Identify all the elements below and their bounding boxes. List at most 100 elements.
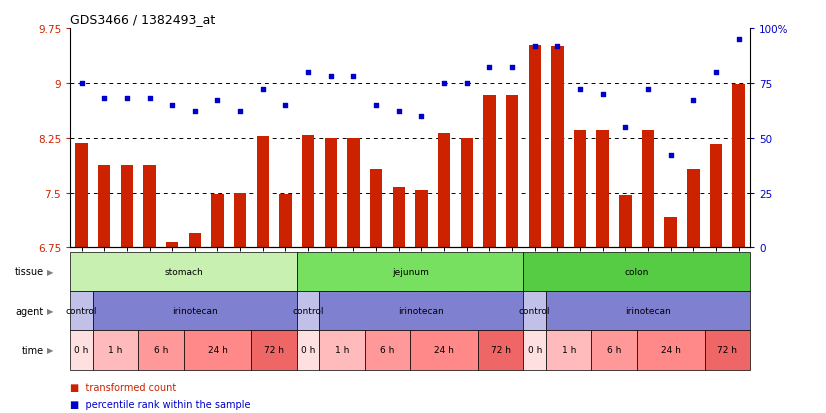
Point bbox=[324, 74, 337, 81]
Bar bbox=[211, 195, 224, 248]
Point bbox=[188, 109, 202, 115]
Bar bbox=[664, 218, 677, 248]
Text: 6 h: 6 h bbox=[607, 346, 621, 354]
Text: ■  percentile rank within the sample: ■ percentile rank within the sample bbox=[70, 399, 251, 409]
Point bbox=[619, 124, 632, 131]
Bar bbox=[325, 138, 337, 248]
Text: ▶: ▶ bbox=[47, 306, 54, 315]
Text: 72 h: 72 h bbox=[264, 346, 284, 354]
Text: ■  transformed count: ■ transformed count bbox=[70, 382, 177, 392]
Point bbox=[573, 87, 586, 93]
Bar bbox=[347, 138, 359, 248]
Text: colon: colon bbox=[624, 267, 649, 276]
Bar bbox=[297, 252, 524, 291]
Bar bbox=[121, 165, 133, 248]
Bar bbox=[234, 193, 246, 248]
Text: irinotecan: irinotecan bbox=[625, 306, 671, 315]
Point bbox=[551, 43, 564, 50]
Bar bbox=[143, 166, 156, 248]
Point bbox=[483, 65, 496, 71]
Point bbox=[732, 37, 745, 43]
Point bbox=[143, 96, 156, 102]
Text: ▶: ▶ bbox=[47, 346, 54, 354]
Point bbox=[301, 69, 315, 76]
Point bbox=[415, 113, 428, 120]
Bar bbox=[461, 138, 473, 248]
Text: 72 h: 72 h bbox=[717, 346, 738, 354]
Point bbox=[686, 98, 700, 104]
Bar bbox=[188, 233, 201, 248]
Bar bbox=[70, 291, 93, 330]
Point bbox=[279, 102, 292, 109]
Text: irinotecan: irinotecan bbox=[172, 306, 218, 315]
Bar bbox=[591, 330, 637, 370]
Point bbox=[528, 43, 541, 50]
Text: 24 h: 24 h bbox=[434, 346, 454, 354]
Point bbox=[460, 81, 473, 87]
Point bbox=[642, 87, 655, 93]
Bar bbox=[279, 195, 292, 248]
Text: GDS3466 / 1382493_at: GDS3466 / 1382493_at bbox=[70, 13, 216, 26]
Point bbox=[664, 152, 677, 159]
Bar bbox=[596, 131, 609, 248]
Bar bbox=[733, 85, 745, 248]
Bar bbox=[478, 330, 524, 370]
Point bbox=[392, 109, 406, 115]
Text: stomach: stomach bbox=[164, 267, 203, 276]
Text: 24 h: 24 h bbox=[207, 346, 227, 354]
Bar bbox=[93, 330, 138, 370]
Text: control: control bbox=[292, 306, 324, 315]
Text: irinotecan: irinotecan bbox=[399, 306, 444, 315]
Bar bbox=[524, 252, 750, 291]
Point bbox=[256, 87, 269, 93]
Text: 0 h: 0 h bbox=[528, 346, 542, 354]
Text: time: time bbox=[21, 345, 44, 355]
Point bbox=[121, 96, 134, 102]
Text: 24 h: 24 h bbox=[661, 346, 681, 354]
Bar bbox=[524, 291, 546, 330]
Bar bbox=[257, 137, 269, 248]
Bar bbox=[365, 330, 410, 370]
Bar bbox=[705, 330, 750, 370]
Bar bbox=[297, 291, 320, 330]
Bar bbox=[392, 188, 405, 248]
Point bbox=[596, 91, 610, 98]
Bar bbox=[166, 242, 178, 248]
Text: control: control bbox=[519, 306, 550, 315]
Bar bbox=[70, 252, 297, 291]
Point bbox=[506, 65, 519, 71]
Text: 0 h: 0 h bbox=[301, 346, 316, 354]
Point bbox=[710, 69, 723, 76]
Point bbox=[211, 98, 224, 104]
Text: 1 h: 1 h bbox=[335, 346, 349, 354]
Point bbox=[165, 102, 178, 109]
Bar bbox=[302, 136, 315, 248]
Text: 6 h: 6 h bbox=[154, 346, 168, 354]
Bar bbox=[546, 291, 750, 330]
Bar bbox=[297, 330, 320, 370]
Bar bbox=[529, 46, 541, 248]
Bar bbox=[687, 170, 700, 248]
Text: control: control bbox=[66, 306, 97, 315]
Bar bbox=[506, 95, 518, 248]
Bar bbox=[98, 166, 111, 248]
Bar bbox=[637, 330, 705, 370]
Bar bbox=[93, 291, 297, 330]
Bar bbox=[620, 196, 632, 248]
Point bbox=[438, 81, 451, 87]
Bar bbox=[415, 191, 428, 248]
Bar bbox=[75, 143, 88, 248]
Text: ▶: ▶ bbox=[47, 267, 54, 276]
Text: 0 h: 0 h bbox=[74, 346, 88, 354]
Text: 1 h: 1 h bbox=[108, 346, 123, 354]
Bar bbox=[320, 291, 524, 330]
Bar bbox=[483, 95, 496, 248]
Bar bbox=[370, 170, 382, 248]
Bar bbox=[438, 133, 450, 248]
Bar bbox=[546, 330, 591, 370]
Point bbox=[97, 96, 111, 102]
Bar bbox=[642, 131, 654, 248]
Bar bbox=[551, 47, 563, 248]
Text: jejunum: jejunum bbox=[392, 267, 429, 276]
Bar bbox=[70, 330, 93, 370]
